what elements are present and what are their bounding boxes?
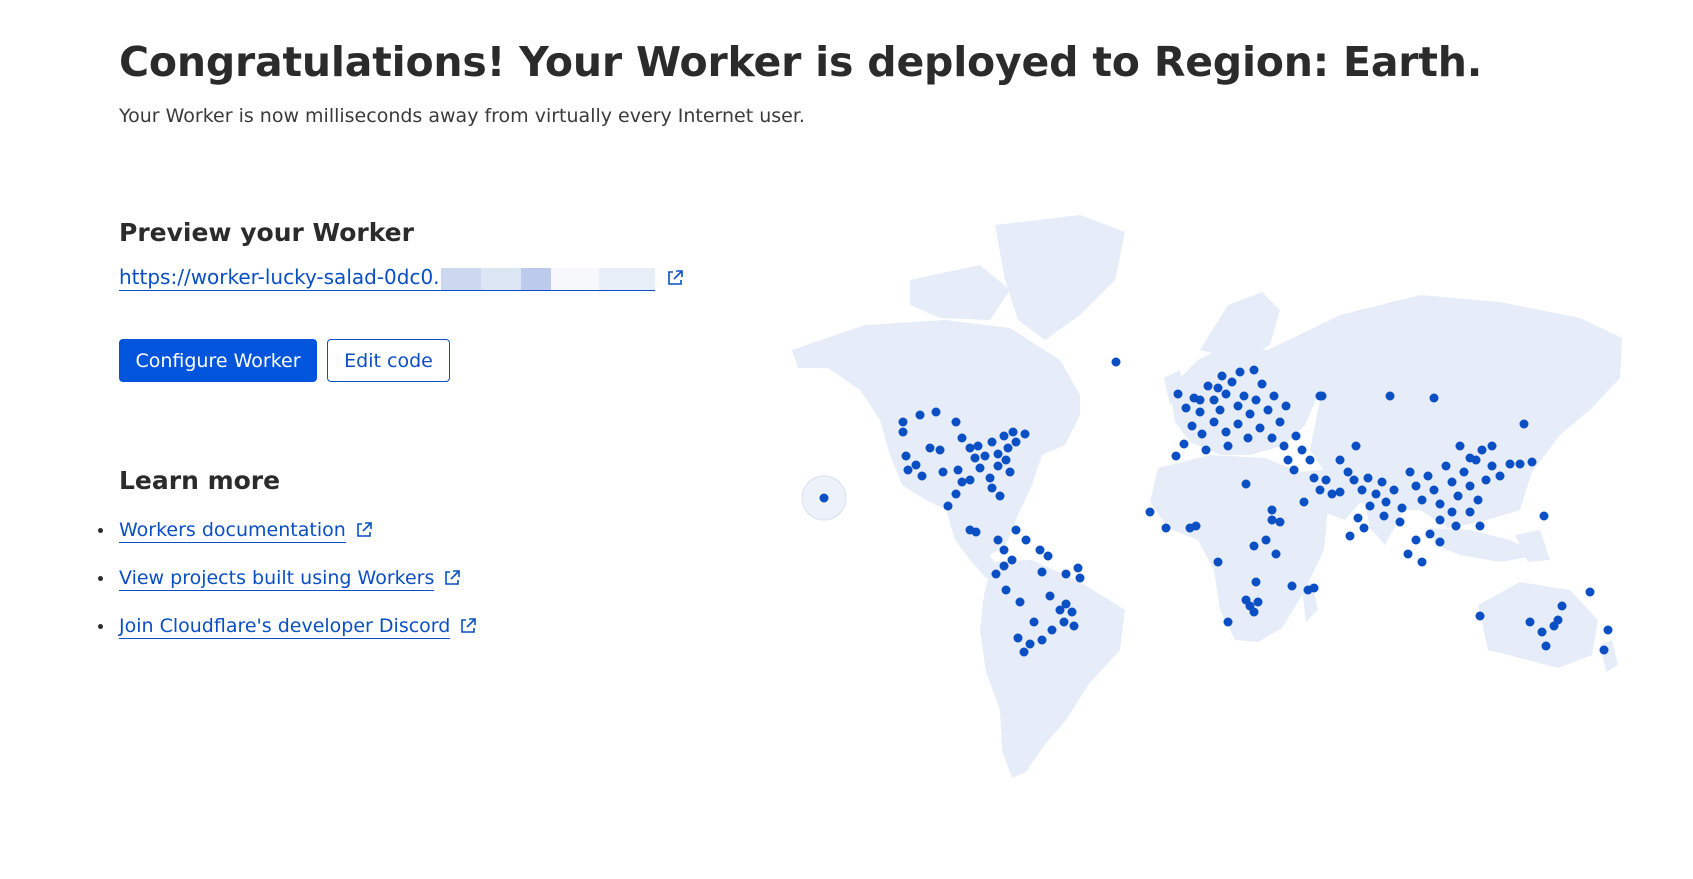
worker-preview-link[interactable]: https://worker-lucky-salad-0dc0. bbox=[119, 265, 655, 291]
external-link-icon[interactable] bbox=[355, 521, 373, 539]
list-item: View projects built using Workers bbox=[98, 566, 477, 614]
datacenter-dots bbox=[819, 357, 1613, 657]
bullet-icon bbox=[98, 624, 103, 629]
redaction-block bbox=[441, 268, 481, 290]
learn-more-links: Workers documentation View projects buil… bbox=[98, 518, 477, 662]
list-item: Workers documentation bbox=[98, 518, 477, 566]
continents bbox=[792, 215, 1622, 778]
worker-preview-url-text: https://worker-lucky-salad-0dc0. bbox=[119, 265, 440, 289]
redaction-block bbox=[481, 268, 521, 290]
redaction-block bbox=[521, 268, 551, 290]
bullet-icon bbox=[98, 576, 103, 581]
bullet-icon bbox=[98, 528, 103, 533]
preview-section-title: Preview your Worker bbox=[119, 218, 414, 247]
developer-discord-link[interactable]: Join Cloudflare's developer Discord bbox=[119, 615, 451, 639]
workers-documentation-link[interactable]: Workers documentation bbox=[119, 519, 346, 543]
view-projects-link[interactable]: View projects built using Workers bbox=[119, 567, 435, 591]
preview-url-row: https://worker-lucky-salad-0dc0. bbox=[119, 265, 684, 291]
redaction-block bbox=[599, 268, 655, 290]
page-subtitle: Your Worker is now milliseconds away fro… bbox=[119, 105, 805, 127]
external-link-icon[interactable] bbox=[459, 617, 477, 635]
page-title: Congratulations! Your Worker is deployed… bbox=[119, 38, 1483, 86]
learn-more-title: Learn more bbox=[119, 466, 281, 495]
edit-code-button[interactable]: Edit code bbox=[327, 339, 450, 382]
world-map-icon bbox=[780, 210, 1630, 810]
external-link-icon[interactable] bbox=[666, 269, 684, 287]
configure-worker-button[interactable]: Configure Worker bbox=[119, 339, 317, 382]
list-item: Join Cloudflare's developer Discord bbox=[98, 614, 477, 662]
world-map bbox=[792, 215, 1622, 778]
external-link-icon[interactable] bbox=[443, 569, 461, 587]
redaction-block bbox=[551, 268, 599, 290]
